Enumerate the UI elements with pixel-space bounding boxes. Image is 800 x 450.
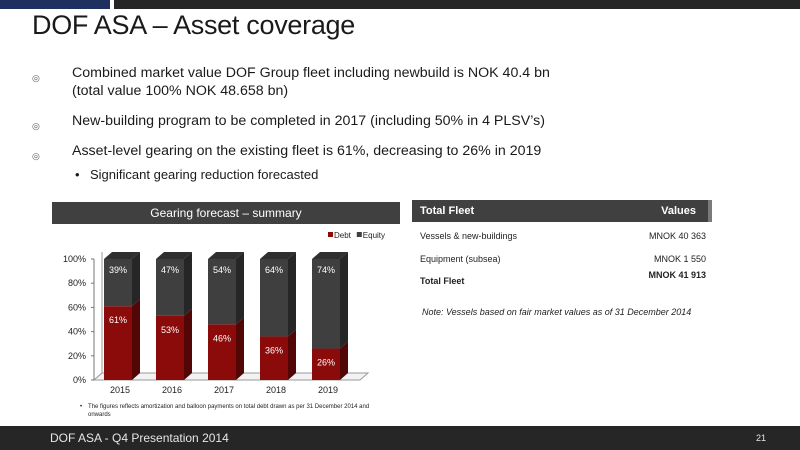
chart-header: Gearing forecast – summary [52, 202, 400, 224]
bullet-gearing: ◎ Asset-level gearing on the existing fl… [32, 142, 772, 161]
data-label: 64% [265, 265, 283, 275]
data-label: 36% [265, 345, 283, 355]
bullet-text: New-building program to be completed in … [72, 113, 545, 129]
table-row-label: Equipment (subsea) [420, 254, 501, 264]
footnote-text: The figures reflects amortization and ba… [88, 404, 370, 418]
gearing-chart: 0% 20% 40% 60% 80% 100% 61% 39% 2015 53% 47% 2016 46… [63, 231, 385, 395]
bar-debt-front [312, 348, 340, 380]
top-dark-bar [114, 0, 800, 9]
bar-debt-side [288, 329, 296, 380]
table-row-label: Total Fleet [420, 276, 465, 286]
legend-swatch [356, 232, 362, 237]
table-header-label: Total Fleet [420, 205, 475, 217]
table-header-strip [708, 200, 712, 222]
data-label: 46% [213, 333, 231, 343]
data-label: 74% [317, 265, 335, 275]
table-note: Note: Vessels based on fair market value… [422, 307, 692, 317]
table-row-value: MNOK 1 550 [653, 254, 706, 264]
top-accent-bar [0, 0, 110, 9]
fleet-table-header: Total Fleet Values [412, 200, 712, 222]
data-label: 54% [213, 265, 231, 275]
data-label: 26% [317, 358, 335, 368]
bullet-text: Asset-level gearing on the existing flee… [72, 143, 542, 159]
bar-equity-side [236, 252, 244, 325]
bullet-text: (total value 100% NOK 48.658 bn) [72, 83, 289, 99]
data-label: 61% [109, 315, 127, 325]
y-tick-label: 20% [68, 351, 86, 361]
x-tick-label: 2018 [266, 385, 286, 395]
y-tick-label: 0% [73, 375, 86, 385]
page-number: 21 [755, 433, 766, 443]
bullet-list: ◎ Combined market value DOF Group fleet … [32, 64, 772, 184]
bullet-marker-icon: ◎ [32, 121, 40, 131]
legend-label: Equity [363, 231, 385, 240]
sub-bullet-text: Significant gearing reduction forecasted [90, 167, 319, 182]
data-label: 39% [109, 265, 127, 275]
bar-debt-side [184, 308, 192, 380]
bar-debt-front [260, 336, 288, 380]
table-row-label: Vessels & new-buildings [420, 231, 518, 241]
x-tick-label: 2015 [110, 385, 130, 395]
table-row-value: MNOK 40 363 [648, 231, 706, 241]
bar-debt-front [156, 315, 184, 380]
bar-equity-top [260, 252, 296, 259]
footer-text: DOF ASA - Q4 Presentation 2014 [50, 431, 229, 445]
bullet-marker-icon: ◎ [32, 151, 40, 161]
slide-title: DOF ASA – Asset coverage [32, 10, 355, 40]
bar-equity-side [132, 252, 140, 307]
chart-back-wall [93, 252, 103, 381]
footer-bar: DOF ASA - Q4 Presentation 2014 21 [0, 426, 800, 450]
bullet-newbuilding: ◎ New-building program to be completed i… [32, 112, 772, 131]
table-row-value: MNOK 41 913 [648, 270, 706, 280]
legend-label: Debt [334, 231, 352, 240]
bar-debt-side [132, 299, 140, 380]
bullet-marker-icon: ◎ [32, 73, 40, 83]
y-tick-label: 100% [63, 254, 86, 264]
sub-bullet-dot-icon: • [75, 167, 80, 182]
y-tick-label: 40% [68, 327, 86, 337]
bullet-market-value: ◎ Combined market value DOF Group fleet … [32, 64, 772, 100]
bar-equity-side [288, 252, 296, 337]
chart-footnote: • The figures reflects amortization and … [80, 403, 388, 419]
bar-debt-front [104, 306, 132, 380]
data-label: 47% [161, 265, 179, 275]
x-tick-label: 2019 [318, 385, 338, 395]
bar-equity-front [156, 259, 184, 316]
x-tick-label: 2017 [214, 385, 234, 395]
sub-bullet-gearing-reduction: • Significant gearing reduction forecast… [32, 166, 772, 184]
data-label: 53% [161, 325, 179, 335]
bar-equity-top [104, 252, 140, 259]
footnote-bullet: • [80, 404, 83, 410]
bar-equity-front [208, 259, 236, 325]
bar-equity-front [312, 259, 340, 349]
bar-equity-top [208, 252, 244, 259]
bar-debt-side [340, 341, 348, 380]
bar-equity-top [312, 252, 348, 259]
bar-equity-side [340, 252, 348, 349]
bar-equity-front [260, 259, 288, 337]
bullet-text: Combined market value DOF Group fleet in… [72, 65, 550, 81]
x-tick-label: 2016 [162, 385, 182, 395]
y-tick-label: 80% [68, 278, 86, 288]
bar-equity-side [184, 252, 192, 316]
bar-debt-side [236, 317, 244, 380]
bar-equity-front [104, 259, 132, 307]
bar-equity-top [156, 252, 192, 259]
table-header-values: Values [661, 205, 696, 217]
legend-swatch [328, 232, 333, 237]
y-tick-label: 60% [68, 302, 86, 312]
bar-debt-front [208, 324, 236, 380]
